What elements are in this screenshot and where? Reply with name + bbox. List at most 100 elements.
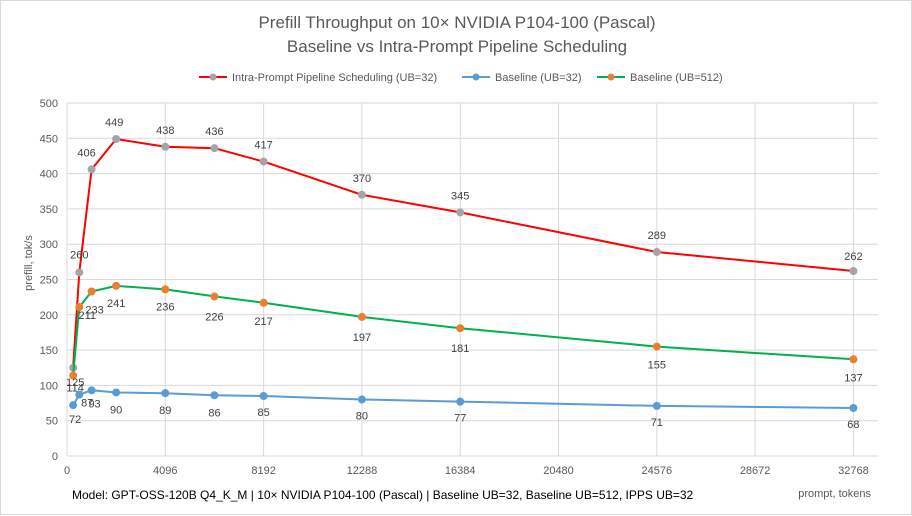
data-label: 86 [208, 407, 220, 419]
data-point [652, 247, 661, 256]
data-label: 226 [205, 311, 223, 323]
y-axis-label: prefill, tok/s [23, 235, 35, 291]
y-tick-label: 250 [40, 275, 58, 287]
data-label: 345 [451, 190, 469, 202]
data-point [259, 298, 268, 307]
data-label: 68 [847, 419, 859, 431]
legend-label: Intra-Prompt Pipeline Scheduling (UB=32) [232, 72, 437, 84]
data-point [112, 281, 121, 290]
y-tick-label: 0 [52, 451, 58, 463]
data-label: 114 [66, 383, 84, 395]
y-tick-label: 100 [40, 380, 58, 392]
data-label: 241 [107, 298, 125, 310]
data-point [75, 268, 84, 277]
data-point [69, 401, 78, 410]
data-label: 289 [648, 230, 666, 242]
data-point [161, 389, 170, 398]
data-point [75, 303, 84, 312]
data-point [652, 342, 661, 351]
data-point [69, 371, 78, 380]
series-group [69, 135, 858, 372]
data-point [87, 165, 96, 174]
data-label: 438 [156, 125, 174, 137]
x-tick-label: 24576 [642, 465, 673, 477]
chart-footnote: Model: GPT-OSS-120B Q4_K_M | 10× NVIDIA … [72, 488, 694, 502]
data-label: 93 [88, 398, 100, 410]
data-point [456, 324, 465, 333]
series-layer [69, 135, 858, 412]
y-tick-label: 450 [40, 133, 58, 145]
data-label: 137 [844, 372, 862, 384]
data-label: 211 [79, 310, 97, 322]
series-group [69, 281, 858, 380]
legend-entry: Baseline (UB=32) [462, 72, 582, 84]
chart-subtitle: Baseline vs Intra-Prompt Pipeline Schedu… [286, 37, 628, 56]
data-point [75, 390, 84, 399]
data-label: 77 [454, 413, 466, 425]
x-tick-label: 28672 [740, 465, 771, 477]
data-label: 89 [159, 405, 171, 417]
data-label: 85 [257, 407, 269, 419]
data-label: 87 [81, 398, 93, 410]
data-label: 217 [254, 316, 272, 328]
legend-swatch-marker [209, 73, 217, 81]
data-label: 260 [70, 249, 88, 261]
y-tick-label: 50 [46, 416, 58, 428]
data-point [161, 142, 170, 151]
axes: 0 50 100 150 200 250 300 350 400 450 500 0 4096 8192 1… [40, 98, 869, 477]
y-tick-label: 200 [40, 310, 58, 322]
series-group [69, 386, 858, 412]
data-point [210, 144, 219, 153]
data-label: 233 [85, 305, 103, 317]
legend-label: Baseline (UB=512) [630, 72, 723, 84]
x-tick-label: 8192 [251, 465, 275, 477]
data-point [357, 190, 366, 199]
legend-entry: Intra-Prompt Pipeline Scheduling (UB=32) [199, 72, 437, 84]
y-tick-label: 400 [40, 169, 58, 181]
data-label: 262 [844, 251, 862, 263]
y-tick-label: 150 [40, 345, 58, 357]
data-point [849, 403, 858, 412]
legend-swatch-marker [607, 73, 615, 81]
x-tick-label: 0 [64, 465, 70, 477]
x-tick-label: 32768 [838, 465, 869, 477]
y-tick-label: 350 [40, 204, 58, 216]
data-point [210, 292, 219, 301]
x-tick-label: 20480 [543, 465, 574, 477]
data-label: 417 [254, 140, 272, 152]
data-point [357, 395, 366, 404]
data-label: 236 [156, 301, 174, 313]
data-point [161, 285, 170, 294]
data-label: 125 [66, 377, 84, 389]
data-label: 449 [105, 117, 123, 129]
legend-entry: Baseline (UB=512) [597, 72, 723, 84]
data-point [112, 135, 121, 144]
x-axis-label: prompt, tokens [798, 488, 871, 500]
data-point [259, 157, 268, 166]
y-tick-label: 300 [40, 239, 58, 251]
data-point [849, 355, 858, 364]
x-tick-label: 4096 [153, 465, 177, 477]
data-label: 80 [356, 411, 368, 423]
data-point [87, 287, 96, 296]
data-label: 370 [353, 173, 371, 185]
data-point [87, 386, 96, 395]
data-label: 72 [69, 414, 81, 426]
data-point [456, 208, 465, 217]
x-tick-label: 12288 [347, 465, 378, 477]
legend-swatch-marker [472, 73, 480, 81]
data-point [456, 397, 465, 406]
y-tick-label: 500 [40, 98, 58, 110]
legend: Intra-Prompt Pipeline Scheduling (UB=32)… [199, 72, 723, 84]
data-point [210, 391, 219, 400]
legend-label: Baseline (UB=32) [495, 72, 582, 84]
chart-title: Prefill Throughput on 10× NVIDIA P104-10… [258, 13, 656, 32]
x-tick-label: 16384 [445, 465, 476, 477]
data-point [652, 401, 661, 410]
data-point [259, 391, 268, 400]
data-label: 406 [77, 147, 95, 159]
data-point [357, 312, 366, 321]
